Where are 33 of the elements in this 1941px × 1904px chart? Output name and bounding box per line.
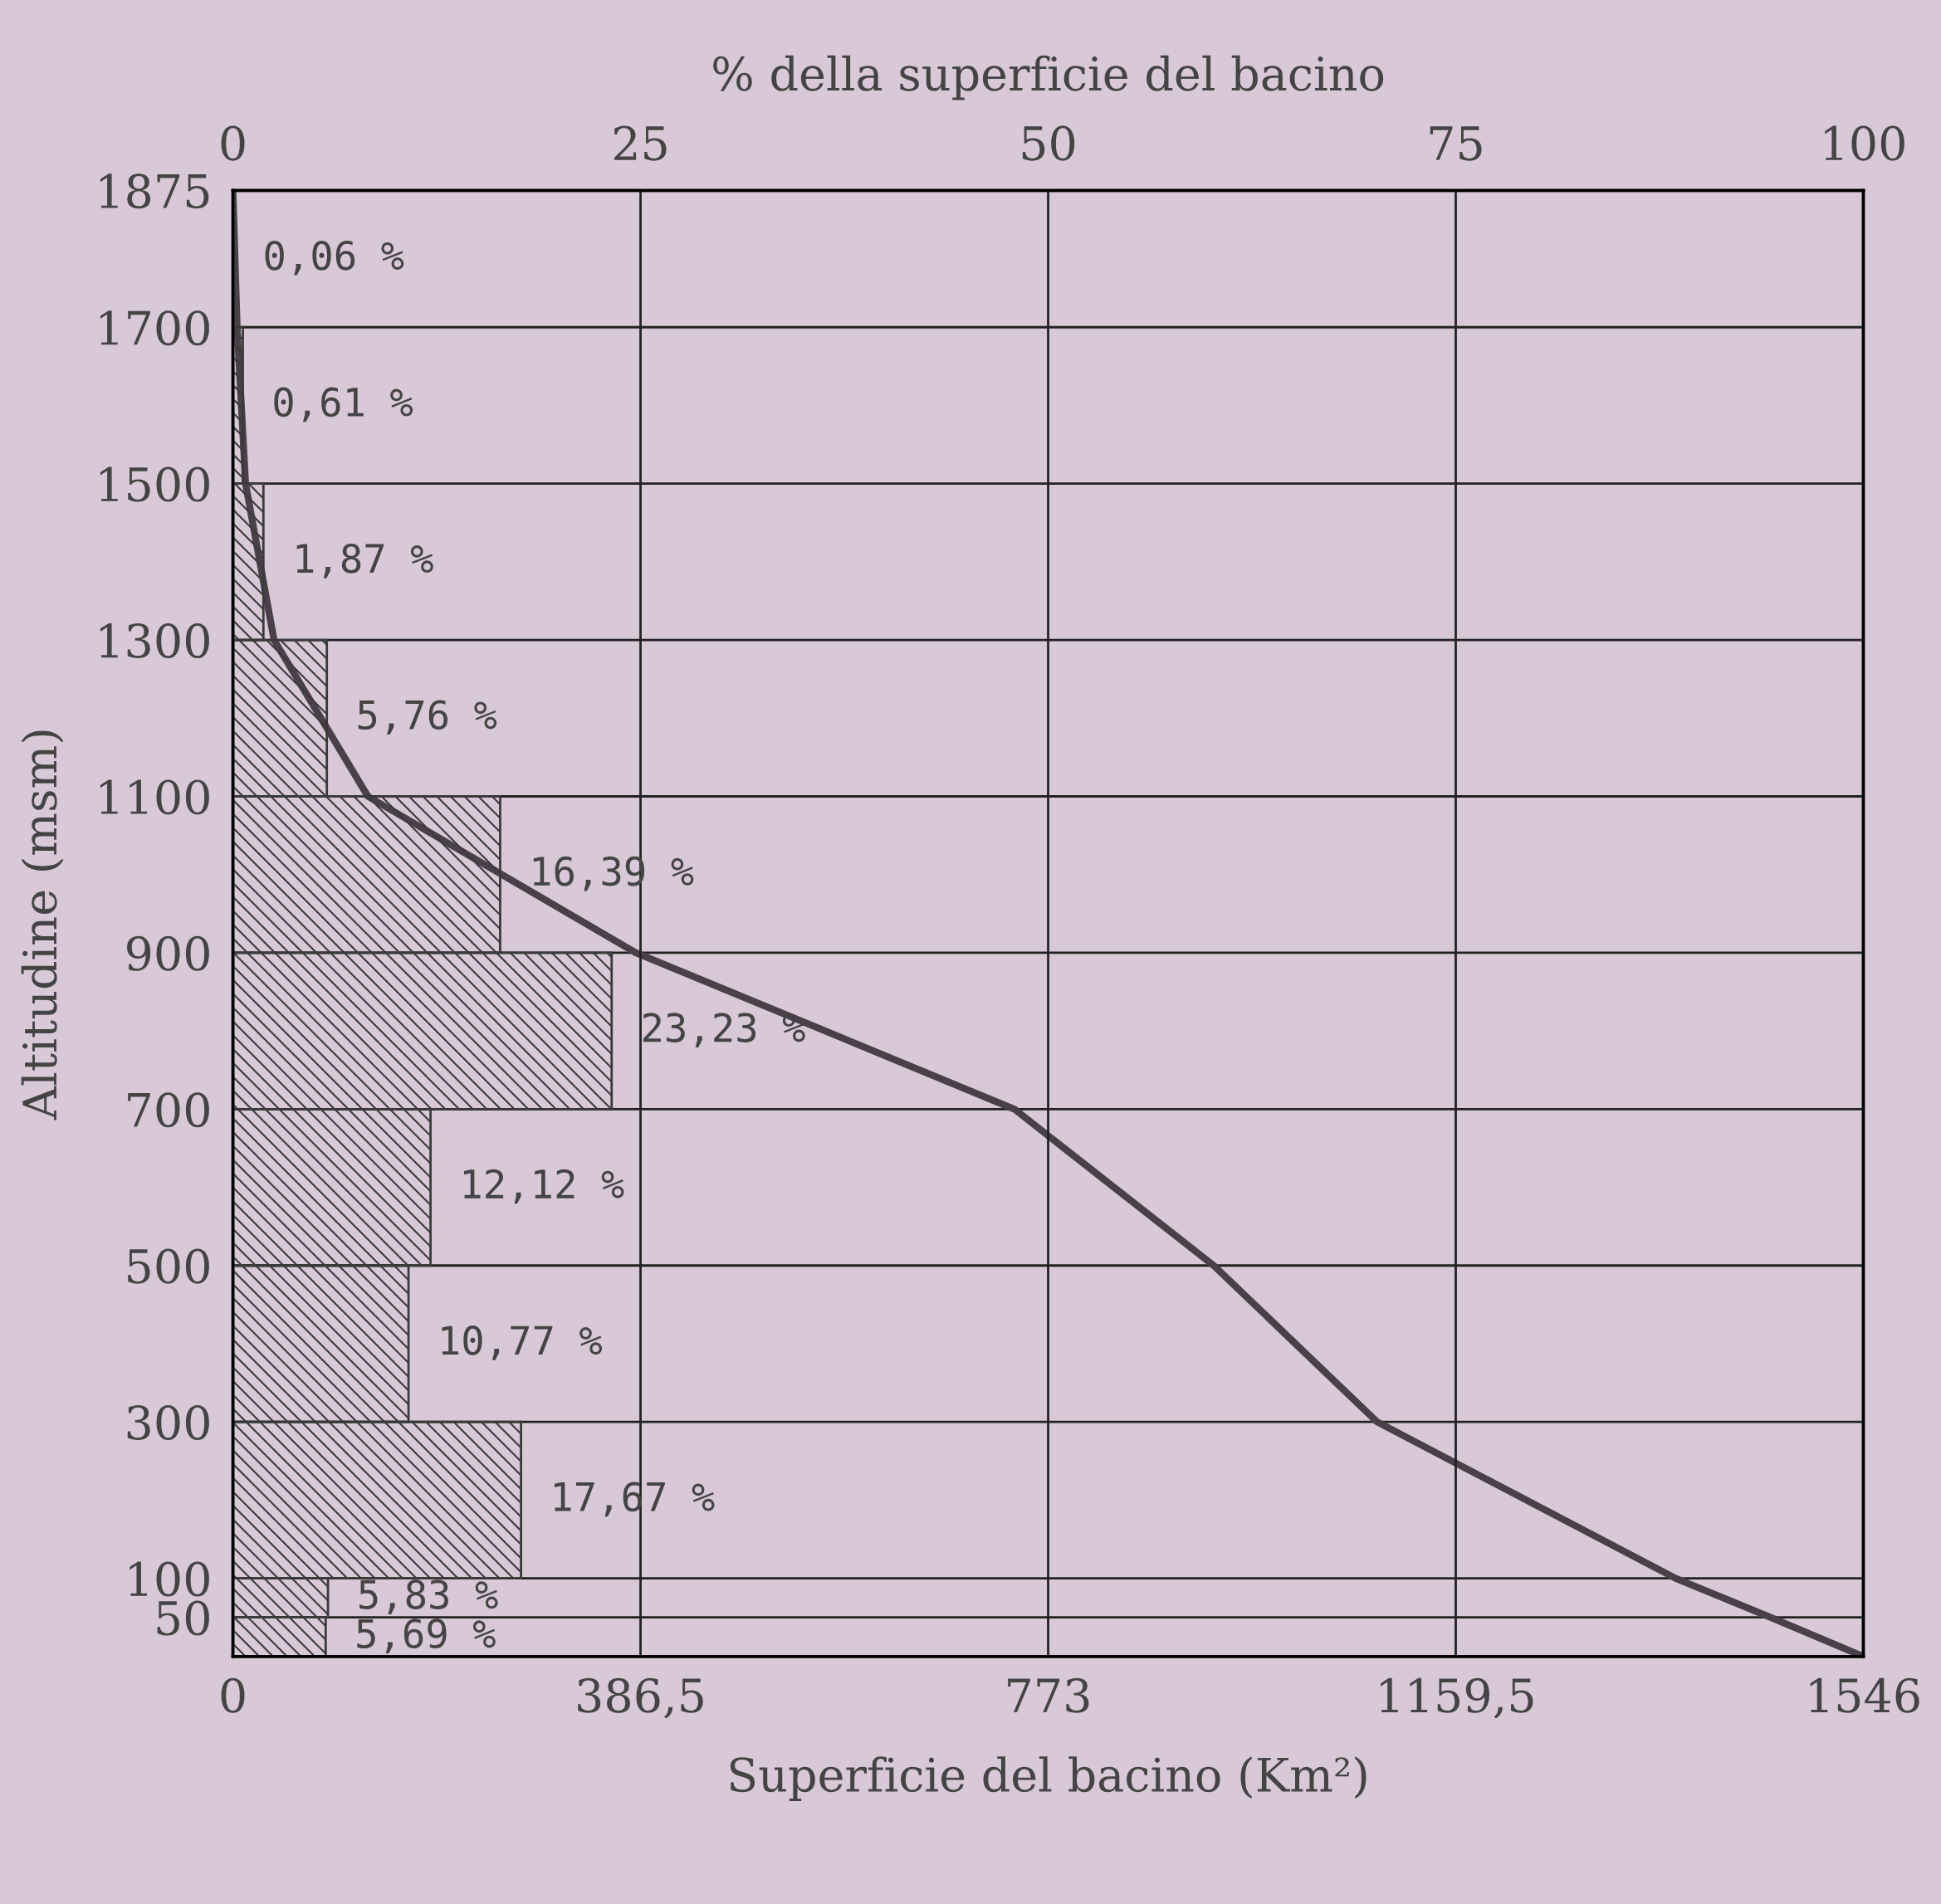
y-tick-label: 50 [157, 1600, 209, 1636]
x-tick-label: 1546 [1810, 1677, 1919, 1713]
data-label: 0,06 % [265, 240, 404, 276]
y-tick-label: 1875 [100, 173, 209, 209]
y-tick-label: 100 [130, 1561, 209, 1597]
x2-tick-label: 100 [1825, 125, 1904, 161]
data-label: 10,77 % [442, 1325, 603, 1360]
y-tick-label: 1300 [100, 622, 209, 658]
x-tick-label: 386,5 [578, 1677, 703, 1719]
data-label: 23,23 % [643, 1013, 805, 1047]
data-label: 1,87 % [296, 543, 433, 579]
data-label: 5,83 % [359, 1579, 498, 1614]
x2-axis-title: % della superficie del bacino [713, 55, 1384, 100]
y-tick-label: 1500 [100, 466, 209, 502]
y-tick-label: 900 [127, 935, 209, 971]
x-tick-label: 773 [1008, 1677, 1089, 1713]
x2-tick-label: 50 [1022, 125, 1075, 161]
data-label: 12,12 % [463, 1169, 624, 1204]
x-tick-label: 0 [221, 1677, 245, 1713]
data-label: 5,69 % [357, 1618, 496, 1653]
y-axis-title: Altitudine (msm) [21, 730, 64, 1120]
y-tick-label: 700 [128, 1092, 209, 1128]
x-tick-label: 1159,5 [1381, 1677, 1533, 1719]
y-tick-label: 500 [128, 1248, 209, 1284]
x-axis-title: Superficie del bacino (Km²) [730, 1756, 1367, 1801]
x2-tick-label: 25 [614, 125, 667, 161]
x2-tick-label: 0 [221, 125, 245, 161]
data-label: 5,76 % [358, 700, 497, 735]
x2-tick-label: 75 [1430, 126, 1482, 161]
y-tick-label: 1700 [100, 310, 209, 346]
data-label: 0,61 % [274, 387, 413, 422]
y-tick-label: 1100 [100, 779, 209, 815]
y-tick-label: 300 [127, 1405, 209, 1441]
